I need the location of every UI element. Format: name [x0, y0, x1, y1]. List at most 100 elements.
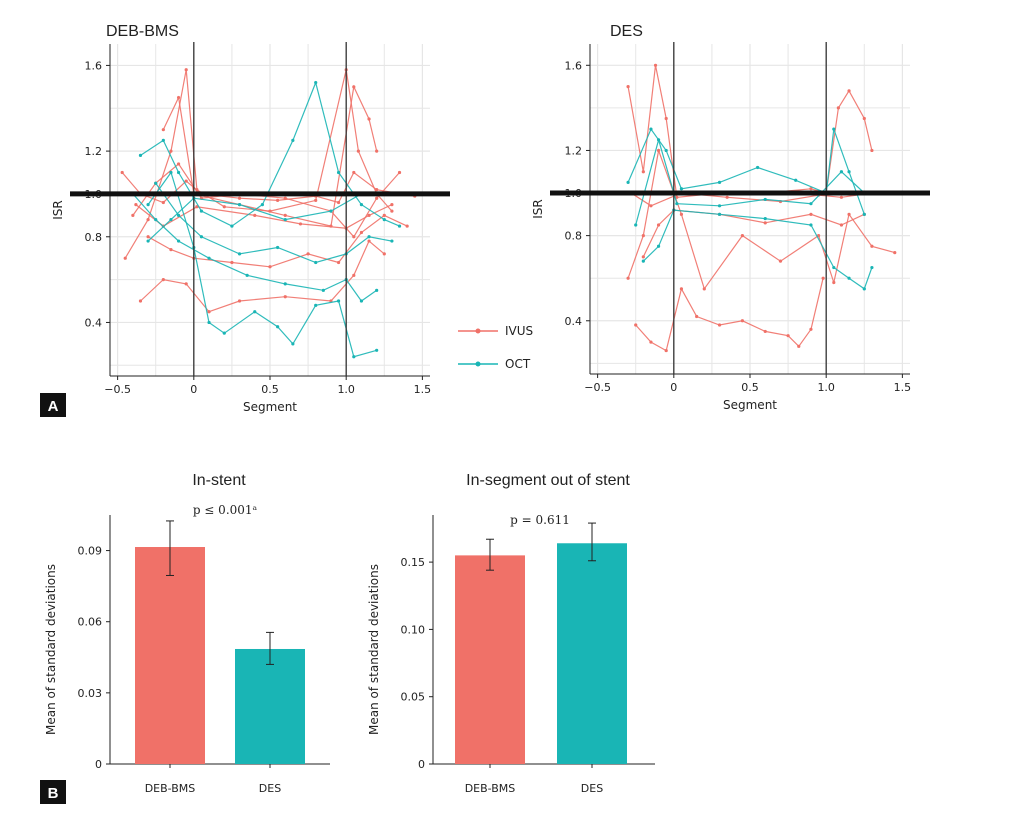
- data-point-oct: [832, 127, 836, 131]
- data-point-ivus: [161, 200, 165, 205]
- data-point-ivus: [382, 252, 386, 256]
- data-point-oct: [336, 170, 341, 175]
- data-point-oct: [207, 256, 211, 260]
- data-point-oct: [809, 223, 813, 227]
- data-point-ivus: [870, 148, 874, 153]
- data-point-ivus: [352, 273, 356, 277]
- data-point-ivus: [306, 252, 310, 256]
- data-point-ivus: [725, 195, 729, 199]
- data-point-ivus: [740, 319, 744, 323]
- data-point-oct: [154, 218, 158, 222]
- data-point-ivus: [352, 170, 356, 175]
- data-point-oct: [756, 165, 760, 170]
- data-point-ivus: [169, 248, 173, 252]
- data-point-ivus: [870, 244, 874, 248]
- data-point-ivus: [253, 213, 257, 217]
- data-point-ivus: [207, 310, 211, 314]
- x-tick-label: 0.5: [741, 381, 759, 394]
- data-point-oct: [359, 203, 364, 207]
- data-point-ivus: [138, 299, 143, 303]
- series-oct-10: [132, 193, 378, 302]
- data-point-oct: [207, 320, 211, 325]
- data-point-oct: [199, 235, 204, 239]
- data-point-oct: [839, 170, 844, 174]
- y-tick-label: 0.10: [401, 623, 426, 636]
- des-line-chart: DES −0.500.51.01.50.40.81.01.21.6Segment…: [531, 23, 930, 412]
- data-point-oct: [237, 252, 242, 256]
- data-point-ivus: [367, 117, 371, 121]
- data-point-oct: [375, 288, 379, 292]
- y-tick-label: 0.03: [78, 687, 103, 700]
- data-point-ivus: [184, 68, 188, 72]
- data-point-oct: [641, 259, 645, 263]
- data-point-ivus: [314, 198, 318, 202]
- data-point-ivus: [230, 260, 234, 265]
- data-point-oct: [352, 355, 356, 359]
- data-point-oct: [169, 218, 173, 222]
- x-axis-label: Segment: [243, 400, 297, 414]
- series-oct-8: [147, 171, 377, 358]
- data-point-ivus: [352, 85, 356, 89]
- data-point-oct: [763, 197, 767, 202]
- x-tick-label: 0: [190, 383, 197, 396]
- data-point-ivus: [131, 213, 135, 217]
- data-point-ivus: [367, 213, 371, 217]
- data-point-oct: [763, 216, 767, 221]
- y-tick-label: 0.06: [78, 616, 103, 629]
- data-point-oct: [283, 218, 287, 222]
- data-point-oct: [336, 299, 341, 303]
- data-point-oct: [169, 170, 173, 175]
- in-stent-bar-chart: In-stent p ≤ 0.001ᵃ 0 0.03 0.06 0.09 Mean of…: [44, 472, 330, 795]
- data-point-oct: [656, 138, 661, 142]
- x-tick-label: 1.0: [337, 383, 355, 396]
- data-point-oct: [717, 204, 722, 208]
- data-point-oct: [794, 178, 798, 182]
- series-ivus-0: [121, 171, 415, 204]
- data-point-ivus: [352, 235, 356, 239]
- in-stent-title: In-stent: [192, 472, 246, 489]
- panel-label-a: A: [40, 393, 66, 417]
- data-point-ivus: [397, 170, 402, 175]
- data-point-ivus: [740, 234, 744, 238]
- data-point-ivus: [893, 251, 897, 255]
- data-point-oct: [664, 148, 668, 153]
- data-point-oct: [146, 239, 150, 243]
- data-point-ivus: [763, 221, 767, 225]
- series-ivus-4: [642, 209, 865, 258]
- data-point-ivus: [679, 212, 684, 216]
- series-ivus-4: [147, 214, 408, 268]
- series-oct-11: [147, 193, 392, 242]
- series-oct-6: [642, 209, 873, 290]
- data-point-ivus: [276, 198, 280, 202]
- data-point-ivus: [356, 149, 360, 153]
- data-point-oct: [375, 348, 379, 352]
- data-point-oct: [222, 331, 226, 335]
- series-ivus-1: [635, 278, 824, 352]
- data-point-oct: [199, 209, 204, 213]
- legend-oct-marker: [475, 361, 481, 367]
- y-tick-label: 1.6: [565, 59, 583, 72]
- data-point-ivus: [626, 276, 630, 280]
- data-point-ivus: [641, 234, 645, 238]
- data-point-oct: [717, 212, 722, 216]
- y-axis-label: Mean of standard deviations: [44, 564, 58, 735]
- data-point-oct: [359, 299, 364, 303]
- data-point-ivus: [821, 276, 825, 280]
- series-ivus-2: [132, 163, 400, 238]
- data-point-ivus: [839, 195, 844, 199]
- data-point-oct: [870, 265, 874, 270]
- data-point-oct: [245, 273, 249, 277]
- series-ivus-3: [140, 240, 385, 313]
- data-point-oct: [847, 170, 851, 174]
- deb-bms-title: DEB-BMS: [106, 23, 179, 40]
- x-tick-label: 0.5: [261, 383, 279, 396]
- data-point-ivus: [184, 282, 188, 286]
- data-point-ivus: [176, 162, 181, 166]
- data-point-ivus: [641, 170, 645, 174]
- data-point-ivus: [702, 287, 706, 291]
- data-point-ivus: [222, 205, 226, 209]
- data-point-oct: [656, 244, 661, 248]
- data-point-ivus: [375, 149, 379, 153]
- data-point-oct: [717, 180, 722, 184]
- data-point-oct: [276, 245, 280, 250]
